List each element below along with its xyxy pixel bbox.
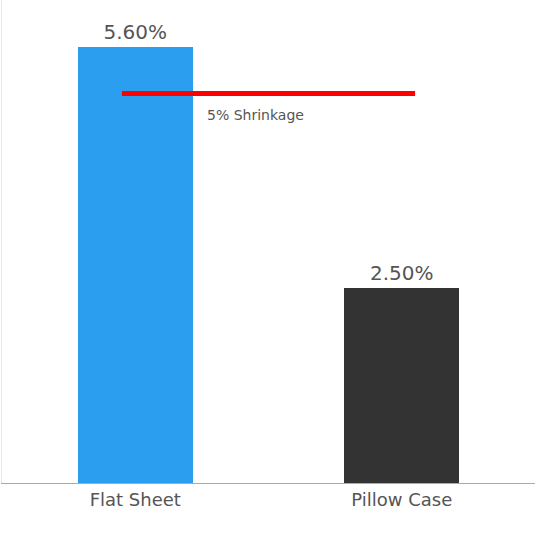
svg-text:2.50%: 2.50%	[370, 261, 434, 285]
svg-text:5% Shrinkage: 5% Shrinkage	[207, 107, 304, 123]
svg-text:Flat Sheet: Flat Sheet	[90, 489, 181, 510]
svg-text:5.60%: 5.60%	[103, 20, 167, 44]
svg-text:Pillow Case: Pillow Case	[351, 489, 452, 510]
